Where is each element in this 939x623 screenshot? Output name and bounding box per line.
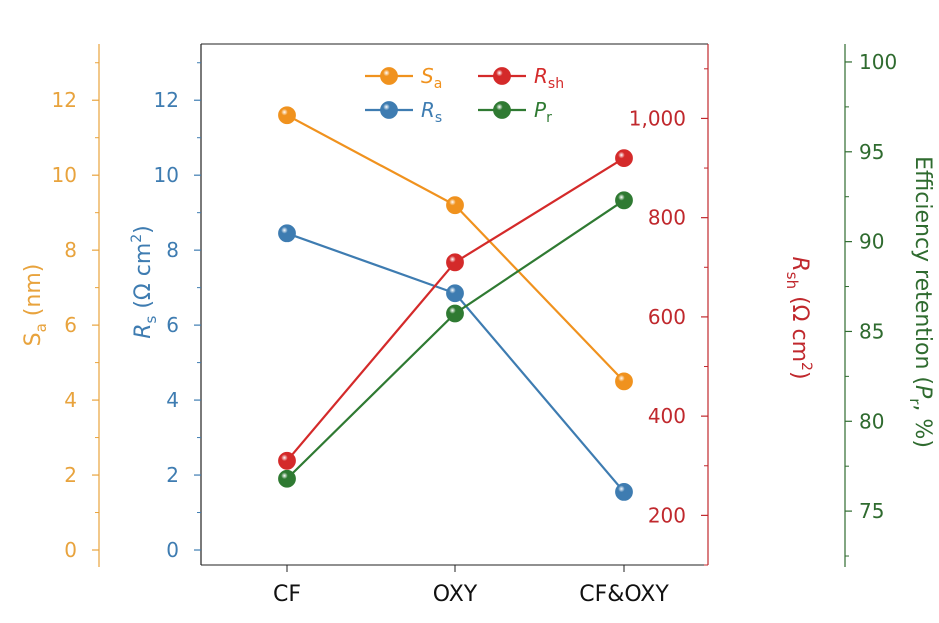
legend-marker xyxy=(380,101,398,119)
rsh-tick-label: 200 xyxy=(648,503,686,527)
rs-tick-label: 6 xyxy=(166,313,179,337)
point-sa-1 xyxy=(446,196,464,215)
rs-axis-title: Rs (Ω cm2) xyxy=(129,225,160,339)
rs-tick-label: 4 xyxy=(166,388,179,412)
pr-tick-label: 75 xyxy=(859,499,884,523)
legend: Sa Rs Rsh Pr xyxy=(365,64,564,126)
rsh-axis: 200 400 600 800 1,000 xyxy=(629,44,709,566)
legend-item-sa: Sa xyxy=(365,64,442,92)
point-rsh-0 xyxy=(278,451,296,470)
rs-tick-label: 10 xyxy=(154,163,179,187)
point-rs-1 xyxy=(446,284,464,303)
sa-tick-label: 8 xyxy=(64,238,77,262)
legend-marker xyxy=(493,101,511,119)
sa-tick-label: 6 xyxy=(64,313,77,337)
sa-axis: 0 2 4 6 8 10 12 xyxy=(52,44,100,567)
rsh-tick-label: 1,000 xyxy=(629,106,686,130)
axes-layer: CF OXY CF&OXY 0 2 4 6 8 10 12 0 2 4 6 8 10 12 200 400 600 80… xyxy=(21,43,935,607)
sa-tick-label: 4 xyxy=(64,388,77,412)
points-layer xyxy=(278,106,633,501)
point-sa-0 xyxy=(278,106,296,125)
pr-tick-label: 80 xyxy=(859,409,884,433)
rs-axis: 0 2 4 6 8 10 12 xyxy=(154,44,202,565)
rs-tick-label: 8 xyxy=(166,238,179,262)
rs-tick-label: 0 xyxy=(166,538,179,562)
x-tick-label: OXY xyxy=(433,582,478,607)
point-pr-1 xyxy=(446,304,464,323)
pr-tick-label: 100 xyxy=(859,50,897,74)
legend-label: Rsh xyxy=(534,64,564,92)
sa-tick-label: 10 xyxy=(52,163,77,187)
legend-item-rs: Rs xyxy=(365,98,442,126)
series-line-sa xyxy=(286,114,625,383)
point-sa-2 xyxy=(615,372,633,391)
pr-axis-title: Efficiency retention (Pr, %) xyxy=(906,156,935,448)
rsh-tick-label: 600 xyxy=(648,305,686,329)
rsh-tick-label: 800 xyxy=(648,206,686,230)
legend-item-rsh: Rsh xyxy=(478,64,564,92)
legend-label: Sa xyxy=(421,64,442,92)
legend-label: Rs xyxy=(421,98,442,126)
point-rsh-1 xyxy=(446,253,464,272)
legend-label: Pr xyxy=(534,98,552,126)
point-rs-0 xyxy=(278,224,296,243)
lines-layer xyxy=(286,114,625,493)
point-rsh-2 xyxy=(615,149,633,168)
series-line-rs xyxy=(286,232,625,493)
rs-tick-label: 2 xyxy=(166,463,179,487)
pr-tick-label: 90 xyxy=(859,230,884,254)
x-tick-label: CF&OXY xyxy=(579,582,669,607)
pr-tick-label: 85 xyxy=(859,319,884,343)
sa-axis-title: Sa (nm) xyxy=(21,264,50,347)
rs-tick-label: 12 xyxy=(154,88,179,112)
sa-tick-label: 12 xyxy=(52,88,77,112)
legend-item-pr: Pr xyxy=(478,98,552,126)
legend-marker xyxy=(380,67,398,85)
sa-tick-label: 2 xyxy=(64,463,77,487)
point-rs-2 xyxy=(615,483,633,501)
legend-marker xyxy=(493,67,511,85)
rsh-axis-title: Rsh (Ω cm2) xyxy=(783,256,814,379)
x-tick-label: CF xyxy=(273,582,301,607)
point-pr-0 xyxy=(278,469,296,488)
point-pr-2 xyxy=(615,191,633,210)
series-line-pr xyxy=(286,199,625,480)
rsh-tick-label: 400 xyxy=(648,404,686,428)
sa-tick-label: 0 xyxy=(64,538,77,562)
pr-tick-label: 95 xyxy=(859,140,884,164)
pr-axis: 75 80 85 90 95 100 xyxy=(844,44,897,567)
